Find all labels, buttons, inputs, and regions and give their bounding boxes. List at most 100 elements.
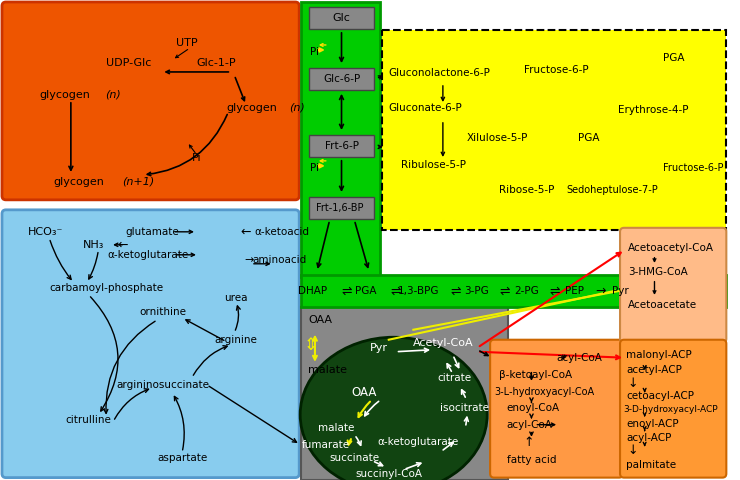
Text: UDP-Glc: UDP-Glc (107, 58, 152, 68)
Text: Gluconolactone-6-P: Gluconolactone-6-P (388, 68, 491, 78)
Text: (n): (n) (105, 90, 121, 100)
Text: ↑: ↑ (523, 436, 534, 449)
Bar (309, 7, 374, 29)
Text: malate: malate (318, 423, 354, 432)
Text: ←: ← (240, 225, 252, 238)
Text: Fructose-6-P: Fructose-6-P (524, 65, 588, 75)
Text: acetyl-ACP: acetyl-ACP (626, 365, 682, 375)
Text: PEP: PEP (565, 286, 585, 296)
Text: Frt-1,6-BP: Frt-1,6-BP (316, 203, 363, 213)
Text: →: → (244, 255, 254, 265)
Text: Frt-6-P: Frt-6-P (325, 141, 358, 151)
Text: aminoacid: aminoacid (252, 255, 306, 265)
Text: Glc-6-P: Glc-6-P (323, 74, 360, 84)
Text: Pyr: Pyr (612, 286, 628, 296)
Text: Ribulose-5-P: Ribulose-5-P (400, 160, 465, 170)
Text: α-ketoacid: α-ketoacid (254, 227, 309, 237)
Text: ⇕: ⇕ (304, 336, 318, 354)
Text: glycogen: glycogen (53, 177, 104, 187)
Ellipse shape (300, 337, 487, 480)
Text: argininosuccinate: argininosuccinate (116, 380, 209, 390)
Text: Fructose-6-P: Fructose-6-P (663, 163, 724, 173)
Bar (309, 135, 374, 157)
Text: Acetyl-CoA: Acetyl-CoA (413, 338, 473, 348)
Text: Sedoheptulose-7-P: Sedoheptulose-7-P (566, 185, 658, 195)
Text: PGA: PGA (664, 53, 685, 63)
Text: succinyl-CoA: succinyl-CoA (355, 468, 423, 479)
Text: citrate: citrate (437, 372, 472, 383)
Text: acyl-CoA: acyl-CoA (556, 353, 602, 363)
Text: Glc-1-P: Glc-1-P (197, 58, 236, 68)
Bar (301, 307, 508, 480)
Text: Pi: Pi (310, 47, 319, 57)
Text: α-ketoglutarate: α-ketoglutarate (107, 250, 188, 260)
Bar (309, 197, 374, 219)
Bar (301, 275, 727, 307)
Text: PGA: PGA (355, 286, 377, 296)
Text: ⇌: ⇌ (550, 284, 560, 297)
FancyBboxPatch shape (620, 340, 727, 478)
Text: 2-PG: 2-PG (514, 286, 539, 296)
Text: 1,3-BPG: 1,3-BPG (397, 286, 439, 296)
Text: NH₃: NH₃ (83, 240, 104, 250)
Text: β-ketoayl-CoA: β-ketoayl-CoA (499, 370, 572, 380)
Text: 3-PG: 3-PG (464, 286, 488, 296)
Text: Pi: Pi (192, 153, 202, 163)
Text: fumarate: fumarate (302, 440, 350, 450)
Text: enoyl-ACP: enoyl-ACP (626, 419, 679, 429)
Bar (301, 2, 380, 277)
Text: ↓: ↓ (628, 444, 638, 457)
Text: urea: urea (224, 293, 248, 303)
Text: glutamate: glutamate (126, 227, 179, 237)
Text: Acetoacetyl-CoA: Acetoacetyl-CoA (628, 243, 714, 253)
Text: citrulline: citrulline (66, 415, 112, 425)
Text: DHAP: DHAP (298, 286, 328, 296)
Text: succinate: succinate (329, 453, 380, 463)
FancyBboxPatch shape (2, 210, 299, 478)
Text: Xilulose-5-P: Xilulose-5-P (466, 133, 528, 143)
Text: carbamoyl-phosphate: carbamoyl-phosphate (49, 283, 164, 293)
Text: α-ketoglutarate: α-ketoglutarate (377, 437, 459, 447)
Bar (382, 30, 727, 230)
FancyBboxPatch shape (490, 340, 623, 478)
Text: ⇌: ⇌ (391, 284, 401, 297)
Text: Gluconate-6-P: Gluconate-6-P (388, 103, 462, 113)
Text: (n): (n) (289, 103, 305, 113)
Text: isocitrate: isocitrate (440, 403, 489, 413)
Text: HCO₃⁻: HCO₃⁻ (27, 227, 63, 237)
Text: Ribose-5-P: Ribose-5-P (499, 185, 554, 195)
Text: malonyl-ACP: malonyl-ACP (626, 350, 692, 360)
Text: UTP: UTP (176, 38, 198, 48)
Text: glycogen: glycogen (39, 90, 90, 100)
Text: acyl-ACP: acyl-ACP (626, 432, 671, 443)
Text: fatty acid: fatty acid (507, 455, 556, 465)
Text: ornithine: ornithine (139, 307, 186, 317)
Text: Acetoacetate: Acetoacetate (628, 300, 697, 310)
Text: malate: malate (308, 365, 347, 375)
Bar (309, 68, 374, 90)
Text: (n+1): (n+1) (121, 177, 154, 187)
Text: palmitate: palmitate (626, 460, 676, 469)
Text: aspartate: aspartate (157, 453, 207, 463)
Text: ⇌: ⇌ (341, 284, 352, 297)
Text: 3-D-hydroxyacyl-ACP: 3-D-hydroxyacyl-ACP (623, 405, 718, 414)
Text: enoyl-CoA: enoyl-CoA (507, 403, 560, 413)
Text: 3-HMG-CoA: 3-HMG-CoA (628, 267, 687, 277)
Text: OAA: OAA (352, 386, 377, 399)
Text: ↓: ↓ (628, 377, 638, 390)
FancyBboxPatch shape (620, 228, 727, 343)
Text: cetoacyl-ACP: cetoacyl-ACP (626, 391, 694, 401)
Text: 3-L-hydroxyacyl-CoA: 3-L-hydroxyacyl-CoA (494, 387, 594, 396)
Text: Erythrose-4-P: Erythrose-4-P (619, 105, 689, 115)
Text: arginine: arginine (215, 335, 258, 345)
Text: OAA: OAA (308, 315, 332, 325)
Text: Pi: Pi (310, 163, 319, 173)
Text: ⇌: ⇌ (500, 284, 510, 297)
FancyBboxPatch shape (2, 2, 299, 200)
Text: acyl-CoA: acyl-CoA (507, 420, 553, 430)
Text: Glc: Glc (332, 13, 351, 23)
Text: PGA: PGA (578, 133, 599, 143)
Text: glycogen: glycogen (226, 103, 278, 113)
Text: ←: ← (118, 238, 128, 252)
Text: ⇌: ⇌ (451, 284, 461, 297)
